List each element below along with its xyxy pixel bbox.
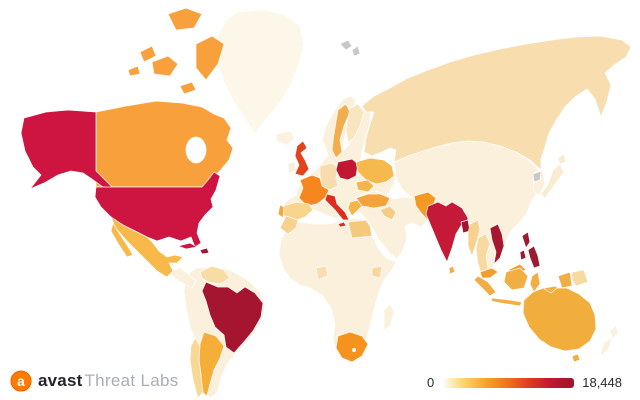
indonesia-borneo[interactable] (503, 267, 529, 291)
country-malaysia[interactable] (479, 267, 499, 279)
country-brazil[interactable] (201, 281, 264, 354)
mexico-baja[interactable] (110, 222, 134, 258)
country-svalbard[interactable] (339, 39, 353, 51)
country-uk[interactable] (294, 140, 310, 177)
country-romania[interactable] (355, 179, 375, 193)
indonesia-west-papua[interactable] (557, 271, 573, 289)
country-italy[interactable] (324, 193, 350, 221)
country-svalbard-east[interactable] (351, 45, 361, 57)
region-central-america-base[interactable] (169, 267, 197, 289)
country-papua-new-guinea[interactable] (571, 269, 589, 287)
italy-sicily[interactable] (337, 221, 347, 228)
country-france[interactable] (298, 174, 330, 207)
country-alaska[interactable] (20, 109, 116, 190)
country-egypt[interactable] (347, 219, 373, 239)
country-north-korea[interactable] (532, 170, 542, 183)
nz-north-island[interactable] (609, 325, 619, 339)
country-mexico[interactable] (110, 216, 184, 278)
japan-hokkaido[interactable] (557, 153, 567, 165)
country-iraq[interactable] (379, 205, 397, 221)
country-vietnam[interactable] (489, 223, 505, 266)
country-ukraine[interactable] (355, 157, 395, 185)
region-africa-base[interactable] (278, 217, 397, 363)
country-turkey[interactable] (355, 193, 391, 209)
logo-text-threat-labs: Threat Labs (84, 371, 179, 390)
country-iceland[interactable] (275, 130, 296, 146)
country-ireland[interactable] (287, 160, 297, 175)
lesotho-cutout (352, 348, 356, 352)
country-germany[interactable] (319, 162, 339, 191)
country-hispaniola[interactable] (199, 247, 210, 255)
hudson-bay (185, 136, 207, 164)
country-australia[interactable] (522, 287, 597, 352)
canada-island-victoria[interactable] (151, 55, 179, 77)
country-kenya[interactable] (371, 265, 383, 279)
indonesia-sumatra[interactable] (473, 275, 497, 297)
philippines-mindanao[interactable] (527, 245, 541, 269)
country-cuba[interactable] (176, 242, 199, 250)
country-tasmania[interactable] (571, 353, 581, 363)
country-portugal[interactable] (277, 204, 285, 219)
logo-text-avast: avast (38, 371, 83, 390)
country-india[interactable] (425, 201, 469, 263)
country-venezuela[interactable] (199, 265, 231, 285)
color-scale-legend: 0 18,448 (427, 375, 622, 390)
nz-south-island[interactable] (599, 337, 613, 357)
philippines-luzon[interactable] (521, 231, 531, 249)
canada-island-small-west[interactable] (127, 65, 141, 77)
country-finland[interactable] (345, 103, 365, 143)
canada-island-ellesmere[interactable] (167, 7, 203, 31)
legend-max-label: 18,448 (582, 375, 622, 390)
canada-island-banks[interactable] (139, 45, 157, 63)
country-myanmar[interactable] (467, 219, 481, 258)
indonesia-java[interactable] (490, 297, 523, 307)
avast-ball-icon: a (10, 370, 32, 392)
country-sweden[interactable] (331, 103, 351, 159)
indonesia-sulawesi[interactable] (529, 271, 541, 293)
country-poland[interactable] (335, 158, 359, 181)
country-greenland[interactable] (216, 9, 305, 135)
legend-gradient-bar (442, 377, 575, 388)
japan-honshu[interactable] (540, 163, 565, 199)
avast-threat-labs-logo: a avast Threat Labs (10, 370, 179, 392)
country-madagascar[interactable] (383, 303, 395, 331)
canada-island-southampton[interactable] (179, 81, 197, 95)
country-sri-lanka[interactable] (448, 265, 456, 275)
country-chile[interactable] (189, 337, 204, 399)
country-nigeria[interactable] (315, 265, 329, 281)
country-thailand[interactable] (475, 233, 491, 277)
logo-letter: a (17, 374, 25, 389)
philippines-visayas[interactable] (519, 249, 527, 261)
canada-island-baffin[interactable] (195, 35, 225, 81)
country-russia[interactable] (361, 35, 632, 171)
country-south-africa[interactable] (335, 331, 369, 363)
legend-min-label: 0 (427, 375, 435, 390)
country-morocco[interactable] (279, 215, 299, 235)
